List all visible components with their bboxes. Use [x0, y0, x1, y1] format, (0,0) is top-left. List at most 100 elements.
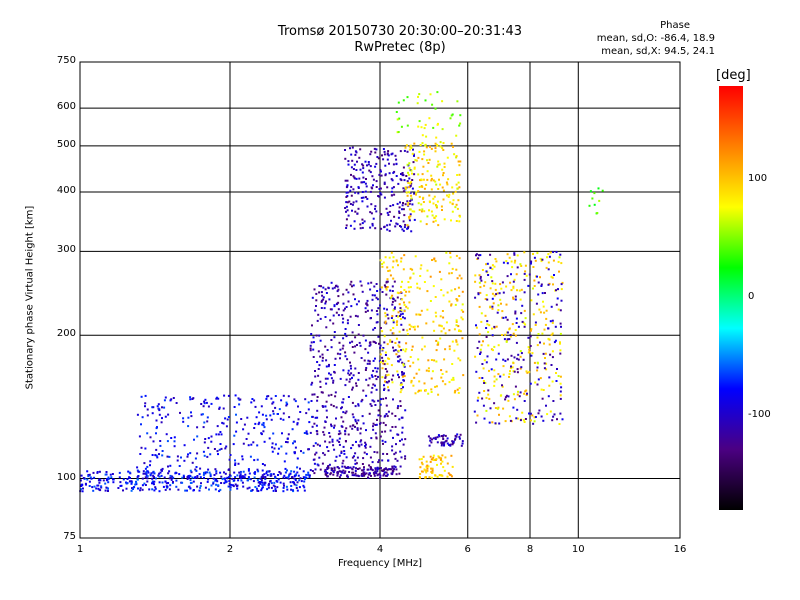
echo-point — [426, 159, 428, 162]
echo-point — [455, 254, 458, 257]
echo-point — [341, 425, 344, 428]
echo-point — [303, 432, 306, 434]
echo-point — [372, 178, 375, 181]
echo-point — [260, 479, 263, 482]
echo-point — [549, 320, 552, 323]
echo-point — [514, 310, 517, 313]
echo-point — [354, 191, 357, 194]
echo-point — [364, 196, 367, 199]
echo-point — [351, 444, 354, 447]
echo-point — [426, 467, 429, 470]
echo-point — [413, 154, 415, 157]
echo-point — [540, 283, 543, 286]
echo-point — [340, 416, 343, 419]
echo-point — [377, 157, 380, 160]
echo-point — [543, 311, 546, 314]
echo-point — [348, 380, 351, 383]
echo-point — [418, 380, 421, 383]
echo-point — [450, 454, 453, 457]
echo-point — [425, 465, 428, 468]
echo-point — [319, 468, 322, 471]
echo-point — [455, 156, 458, 159]
echo-point — [441, 380, 444, 383]
echo-point — [384, 368, 387, 370]
echo-point — [412, 326, 415, 329]
echo-point — [533, 285, 536, 287]
echo-point — [357, 419, 360, 422]
echo-point — [205, 401, 208, 404]
echo-point — [398, 472, 401, 475]
echo-point — [81, 483, 84, 486]
echo-point — [430, 388, 433, 391]
echo-point — [339, 377, 342, 380]
echo-point — [409, 215, 412, 218]
echo-point — [478, 254, 480, 257]
echo-point — [524, 418, 527, 420]
echo-point — [551, 319, 554, 322]
echo-point — [533, 420, 536, 423]
echo-point — [200, 413, 203, 416]
echo-point — [512, 406, 515, 409]
echo-point — [309, 344, 312, 347]
echo-point — [299, 411, 302, 413]
echo-point — [559, 332, 562, 335]
echo-point — [359, 168, 362, 171]
echo-point — [166, 440, 169, 443]
echo-point — [455, 134, 458, 137]
echo-point — [383, 226, 386, 229]
echo-point — [458, 173, 461, 176]
echo-point — [411, 187, 414, 190]
echo-point — [347, 163, 350, 166]
echo-point — [396, 370, 399, 373]
echo-point — [360, 472, 363, 475]
echo-point — [391, 473, 394, 476]
echo-point — [413, 142, 416, 145]
echo-point — [596, 212, 599, 214]
echo-point — [437, 434, 440, 437]
echo-point — [439, 141, 442, 144]
echo-point — [552, 259, 555, 262]
echo-point — [372, 428, 375, 431]
echo-point — [365, 302, 368, 305]
echo-point — [449, 443, 452, 446]
echo-point — [328, 432, 331, 434]
echo-point — [166, 485, 169, 488]
echo-point — [441, 168, 444, 171]
echo-point — [448, 381, 451, 384]
echo-point — [384, 174, 387, 177]
echo-point — [523, 272, 526, 275]
echo-point — [183, 459, 186, 462]
echo-point — [391, 315, 394, 318]
echo-point — [559, 322, 562, 325]
echo-point — [455, 220, 458, 222]
echo-point — [436, 165, 439, 168]
echo-point — [410, 197, 413, 200]
echo-point — [377, 461, 380, 464]
echo-point — [516, 371, 519, 374]
echo-point — [419, 275, 422, 277]
echo-point — [557, 288, 559, 291]
echo-point — [339, 348, 342, 351]
echo-point — [476, 399, 479, 402]
echo-point — [515, 317, 518, 320]
echo-point — [446, 156, 449, 159]
echo-point — [361, 463, 364, 465]
echo-point — [396, 118, 399, 121]
echo-point — [182, 474, 185, 477]
echo-point — [547, 261, 550, 264]
echo-point — [553, 413, 556, 416]
echo-point — [420, 185, 423, 187]
echo-point — [382, 474, 385, 477]
echo-point — [360, 357, 363, 359]
echo-point — [542, 419, 545, 422]
echo-point — [547, 253, 550, 256]
echo-point — [430, 147, 433, 150]
echo-point — [342, 302, 345, 305]
echo-point — [534, 321, 537, 324]
echo-point — [335, 455, 338, 458]
echo-point — [79, 479, 82, 482]
echo-point — [356, 428, 359, 431]
echo-point — [240, 479, 243, 482]
echo-point — [380, 193, 383, 196]
echo-point — [308, 474, 311, 477]
